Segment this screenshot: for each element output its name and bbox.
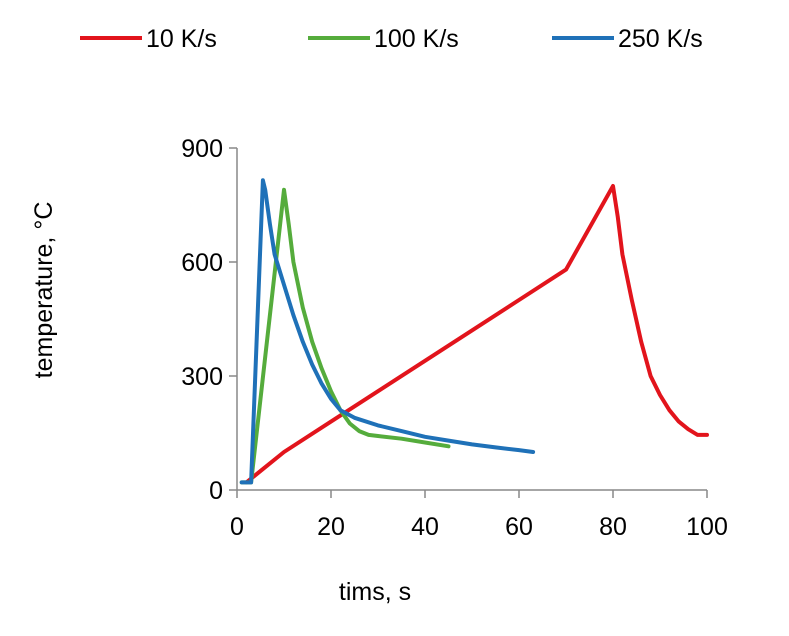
x-tick-label: 0 [230, 513, 244, 541]
legend: 10 K/s 100 K/s 250 K/s [80, 25, 703, 53]
series-line-10-k-s [244, 184, 709, 485]
x-tick-label: 60 [505, 513, 533, 541]
legend-label: 250 K/s [618, 25, 703, 53]
y-tick-label: 0 [209, 477, 223, 505]
x-axis-title: tims, s [339, 578, 411, 606]
legend-label: 10 K/s [146, 25, 217, 53]
x-tick-label: 80 [599, 513, 627, 541]
legend-item: 10 K/s [80, 25, 217, 53]
axes: 0 300 600 900 0 20 40 60 80 100 [181, 135, 728, 541]
legend-item: 250 K/s [552, 25, 703, 53]
y-axis-title: temperature, °C [30, 202, 58, 379]
y-tick-label: 900 [181, 135, 223, 163]
series-line-250-k-s [239, 178, 536, 485]
y-tick-label: 300 [181, 363, 223, 391]
y-tick-label: 600 [181, 249, 223, 277]
x-tick-label: 100 [686, 513, 728, 541]
x-tick-label: 20 [317, 513, 345, 541]
series-group [239, 178, 709, 485]
legend-item: 100 K/s [308, 25, 459, 53]
x-tick-label: 40 [411, 513, 439, 541]
legend-label: 100 K/s [374, 25, 459, 53]
series-line-100-k-s [239, 187, 451, 485]
